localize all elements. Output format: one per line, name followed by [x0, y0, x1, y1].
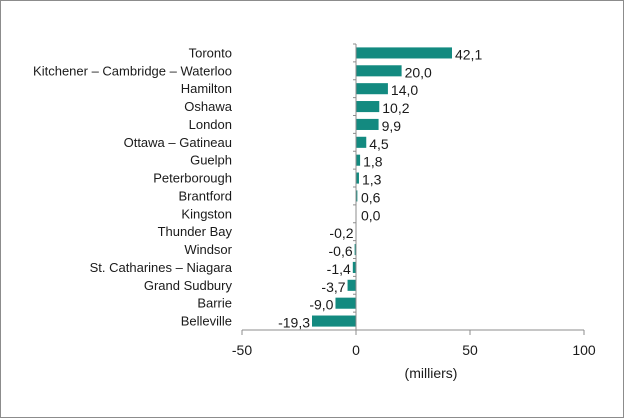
category-label: St. Catharines – Niagara	[90, 260, 233, 275]
data-label: -3,7	[321, 279, 345, 295]
bar	[356, 154, 361, 166]
data-label: 4,5	[369, 136, 389, 152]
bar	[356, 190, 358, 202]
category-label: Belleville	[181, 314, 232, 329]
bar	[352, 261, 356, 273]
data-label: 14,0	[391, 82, 418, 98]
x-axis-title: (milliers)	[405, 365, 458, 381]
data-label: 20,0	[405, 64, 432, 80]
category-label: Peterborough	[153, 171, 232, 186]
x-tick-label: 100	[572, 342, 596, 358]
bars-group	[312, 47, 452, 327]
bar	[356, 172, 359, 184]
category-label: Guelph	[190, 153, 232, 168]
bar	[356, 101, 380, 113]
category-label: Oshawa	[184, 99, 232, 114]
x-tick-label: 0	[352, 342, 360, 358]
data-label: 9,9	[382, 118, 402, 134]
bar	[335, 297, 356, 309]
bar	[354, 244, 356, 256]
category-label: Kitchener – Cambridge – Waterloo	[33, 63, 232, 78]
data-label: 42,1	[455, 46, 482, 62]
category-label: Kingston	[181, 206, 232, 221]
data-label: -9,0	[309, 297, 333, 313]
data-label: -1,4	[327, 261, 351, 277]
x-tick-label: -50	[232, 342, 252, 358]
data-label: 1,3	[362, 172, 382, 188]
category-label: Windsor	[184, 242, 232, 257]
data-label: 10,2	[382, 100, 409, 116]
data-labels: 42,1 20,0 14,0 10,2 9,9 4,5 1,8 1,30,6 0,0 -0,2 -0…	[278, 46, 482, 330]
bar	[347, 279, 356, 291]
category-label: Barrie	[197, 296, 232, 311]
data-label: 0,0	[361, 207, 381, 223]
category-label: Brantford	[179, 188, 232, 203]
bar	[356, 65, 402, 77]
x-axis: -50 0 50 100	[232, 43, 596, 358]
data-label: -0,2	[329, 225, 353, 241]
data-label: -19,3	[278, 315, 310, 331]
category-label: Ottawa – Gatineau	[124, 135, 232, 150]
category-label: Grand Sudbury	[144, 278, 233, 293]
bar	[312, 315, 356, 327]
data-label: 0,6	[361, 189, 381, 205]
category-label: Thunder Bay	[158, 224, 233, 239]
category-label: London	[189, 117, 232, 132]
data-label: 1,8	[363, 154, 383, 170]
bar	[356, 118, 379, 130]
category-label: Hamilton	[181, 81, 232, 96]
data-label: -0,6	[329, 243, 353, 259]
category-label: Toronto	[189, 45, 232, 60]
bar	[356, 83, 388, 95]
category-labels: Toronto Kitchener – Cambridge – Waterloo H…	[33, 45, 233, 328]
x-tick-label: 50	[462, 342, 478, 358]
bar	[356, 47, 452, 59]
bar	[356, 136, 367, 148]
